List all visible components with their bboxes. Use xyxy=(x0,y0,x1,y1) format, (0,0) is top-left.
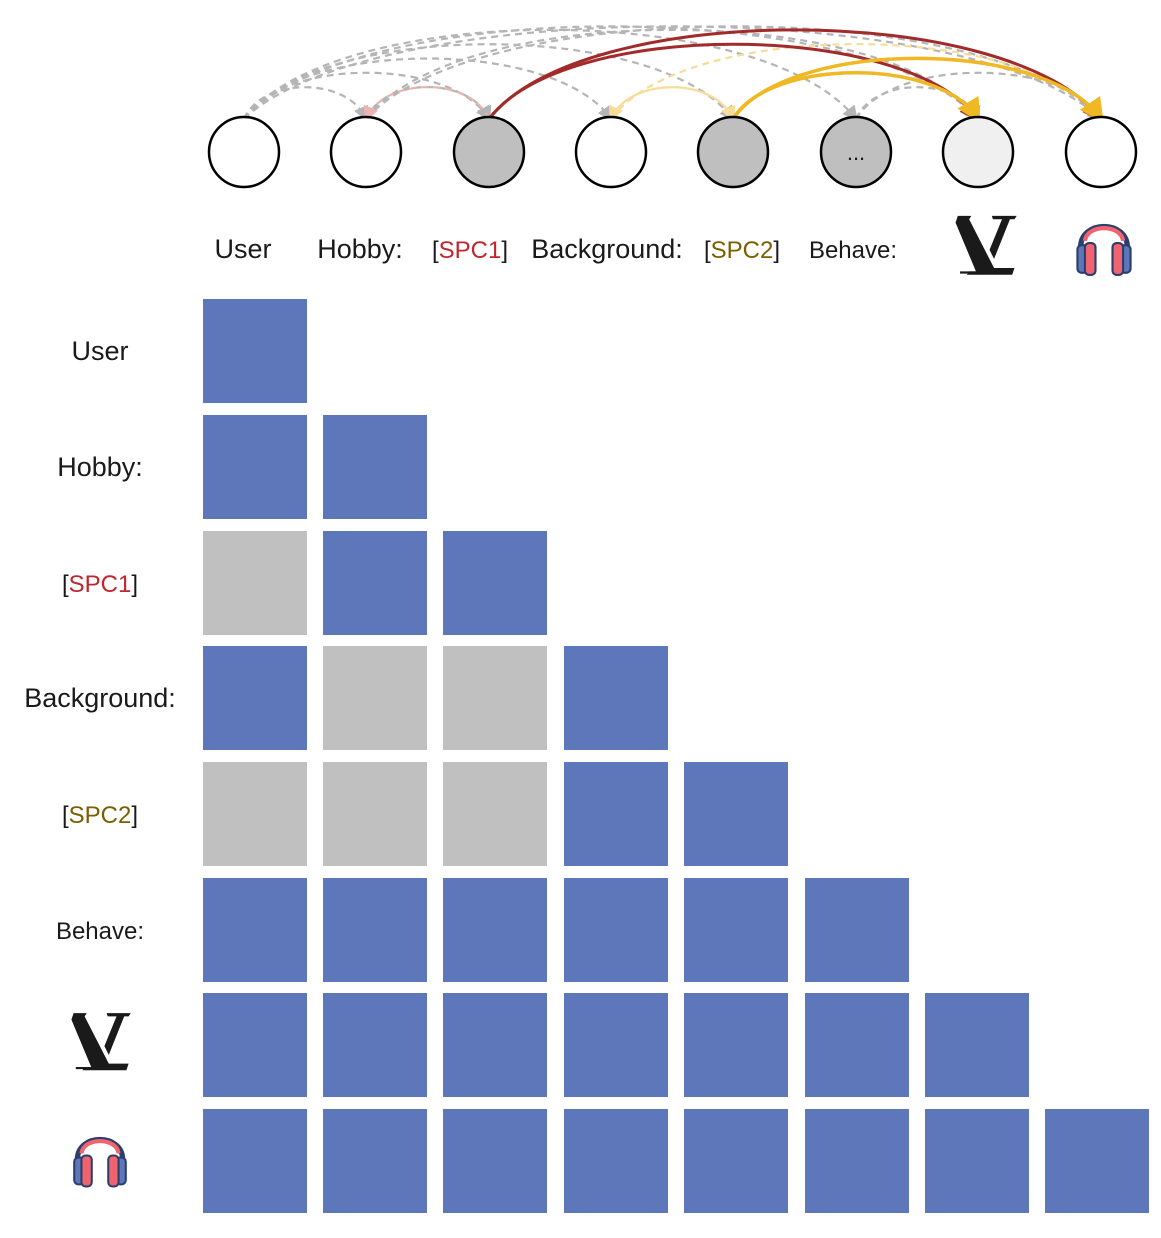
mask-cell-r4-c0-masked xyxy=(203,762,307,866)
mask-cell-r7-c3-attend xyxy=(564,1109,668,1213)
arc-spc2-to-background xyxy=(608,86,735,122)
row-label-spc1: [SPC1] xyxy=(62,571,138,598)
arc-background-to-spc2 xyxy=(609,86,736,122)
row-label-spc2: [SPC2] xyxy=(62,802,138,829)
mask-cell-r7-c0-attend xyxy=(203,1109,307,1213)
node-spc1 xyxy=(452,115,526,189)
lv-logo-icon xyxy=(70,1011,132,1072)
node-behave xyxy=(819,115,893,189)
token-labels: User Hobby: [SPC1] Background: [SPC2] Behave: xyxy=(214,214,1130,276)
mask-cell-r5-c2-attend xyxy=(443,878,547,982)
mask-cell-r5-c5-attend xyxy=(805,878,909,982)
mask-cell-r7-c2-attend xyxy=(443,1109,547,1213)
headphones-icon xyxy=(1077,227,1130,275)
arc-user-to-lv xyxy=(243,25,981,122)
arc-user-to-background xyxy=(243,57,613,122)
node-lv xyxy=(941,115,1015,189)
mask-cell-r2-c1-attend xyxy=(323,531,427,635)
token-nodes: ... xyxy=(207,115,1138,189)
mask-cell-r7-c5-attend xyxy=(805,1109,909,1213)
row-label-background: Background: xyxy=(24,683,176,713)
row-label-behave: Behave: xyxy=(56,918,144,945)
mask-cell-r6-c5-attend xyxy=(805,993,909,1097)
mask-cell-r3-c1-masked xyxy=(323,646,427,750)
mask-cell-r5-c3-attend xyxy=(564,878,668,982)
mask-cell-r5-c1-attend xyxy=(323,878,427,982)
mask-cell-r6-c2-attend xyxy=(443,993,547,1097)
mask-cell-r6-c1-attend xyxy=(323,993,427,1097)
arc-behave-to-headphones xyxy=(855,71,1103,122)
mask-cell-r6-c4-attend xyxy=(684,993,788,1097)
mask-cell-r7-c4-attend xyxy=(684,1109,788,1213)
arc-spc1-to-headphones xyxy=(487,28,1104,123)
arc-user-to-headphones xyxy=(243,25,1104,122)
mask-cell-r4-c3-attend xyxy=(564,762,668,866)
attention-arcs xyxy=(242,25,1104,124)
mask-cell-r6-c3-attend xyxy=(564,993,668,1097)
mask-cell-r7-c6-attend xyxy=(925,1109,1029,1213)
mask-cell-r7-c7-attend xyxy=(1045,1109,1149,1213)
tok-label-hobby: Hobby: xyxy=(317,234,403,264)
arc-user-to-spc1 xyxy=(243,71,491,122)
mask-cell-r2-c2-attend xyxy=(443,531,547,635)
node-behave-text: ... xyxy=(847,140,865,165)
node-user xyxy=(207,115,281,189)
mask-cell-r3-c2-masked xyxy=(443,646,547,750)
tok-label-user: User xyxy=(214,234,271,264)
node-spc2 xyxy=(696,115,770,189)
mask-cell-r5-c4-attend xyxy=(684,878,788,982)
mask-matrix xyxy=(203,299,1149,1213)
mask-cell-r0-c0-attend xyxy=(203,299,307,403)
tok-label-behave: Behave: xyxy=(809,237,897,264)
mask-cell-r2-c0-masked xyxy=(203,531,307,635)
mask-cell-r4-c2-masked xyxy=(443,762,547,866)
node-headphones xyxy=(1064,115,1138,189)
mask-cell-r6-c0-attend xyxy=(203,993,307,1097)
node-hobby xyxy=(329,115,403,189)
arc-spc2-to-headphones xyxy=(731,56,1104,124)
mask-cell-r1-c1-attend xyxy=(323,415,427,519)
mask-cell-r3-c0-attend xyxy=(203,646,307,750)
lv-logo-icon xyxy=(954,214,1018,276)
node-background xyxy=(574,115,648,189)
arc-spc1-to-hobby xyxy=(363,85,491,122)
row-label-user: User xyxy=(71,336,128,366)
headphones-icon xyxy=(74,1139,126,1186)
row-labels: User Hobby: [SPC1] Background: [SPC2] Behave: xyxy=(24,336,176,1186)
mask-cell-r3-c3-attend xyxy=(564,646,668,750)
tok-label-background: Background: xyxy=(531,234,683,264)
mask-cell-r1-c0-attend xyxy=(203,415,307,519)
mask-cell-r4-c1-masked xyxy=(323,762,427,866)
mask-cell-r5-c0-attend xyxy=(203,878,307,982)
mask-cell-r6-c6-attend xyxy=(925,993,1029,1097)
arc-spc2-to-lv xyxy=(731,71,981,124)
mask-cell-r4-c4-attend xyxy=(684,762,788,866)
tok-label-spc2: [SPC2] xyxy=(704,237,780,264)
tok-label-spc1: [SPC1] xyxy=(432,237,508,264)
row-label-hobby: Hobby: xyxy=(57,452,143,482)
mask-cell-r7-c1-attend xyxy=(323,1109,427,1213)
